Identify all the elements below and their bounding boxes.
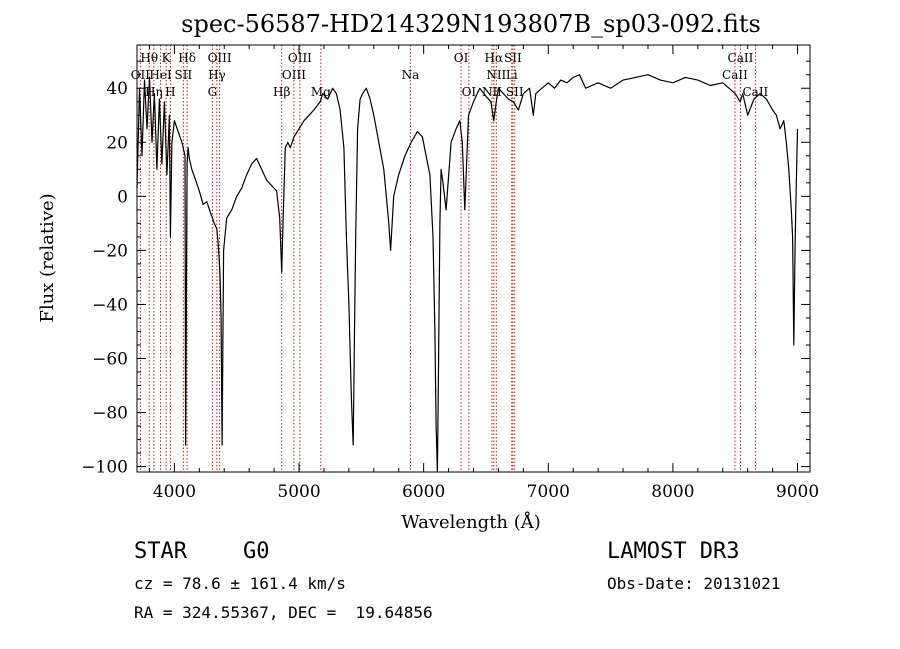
obs-date-text: Obs-Date: 20131021 [607,574,781,593]
line-marker-labels: OIIHθHηHeIKHSIIHδGHγOIIIHβOIIIOIIIMgNaOI… [131,51,769,99]
survey-name: LAMOST DR3 [607,539,740,564]
x-tick-label: 5000 [277,482,320,502]
line-marker-label: G [208,85,218,99]
line-marker-label: Na [402,68,420,82]
line-marker-label: OIII [208,51,232,65]
line-marker-label: Hθ [140,51,158,65]
line-marker-label: OI [462,85,477,99]
line-markers [139,45,756,472]
y-tick-label: 0 [117,187,128,207]
line-marker-label: NII [486,68,506,82]
line-marker-label: K [162,51,172,65]
y-tick-label: −40 [92,295,128,315]
line-marker-label: CaII [722,68,748,82]
line-marker-label: Li [506,68,518,82]
redshift-text: cz = 78.6 ± 161.4 km/s [134,574,346,593]
line-marker-label: Hγ [208,68,226,82]
line-marker-label: Mg [311,85,331,99]
y-tick-label: 40 [106,79,128,99]
line-marker-label: Hδ [178,51,196,65]
line-marker-label: Hα [485,51,504,65]
x-tick-label: 6000 [402,482,445,502]
y-tick-label: −80 [92,404,128,424]
x-axis-label: Wavelength (Å) [401,511,541,533]
line-marker-label: OI [454,51,469,65]
x-tick-label: 8000 [651,482,694,502]
x-tick-label: 9000 [776,482,819,502]
line-marker-label: SII [506,85,524,99]
coordinates-text: RA = 324.55367, DEC = 19.64856 [134,603,433,622]
line-marker-label: OIII [282,68,306,82]
y-tick-label: −60 [92,349,128,369]
x-tick-label: 4000 [153,482,196,502]
y-tick-label: 20 [106,133,128,153]
line-marker-label: NII [482,85,502,99]
object-class: STAR [134,539,187,564]
x-axis-ticks: 4000 5000 6000 7000 8000 9000 [148,45,819,502]
line-marker-label: SII [504,51,522,65]
object-subclass: G0 [243,539,270,564]
y-tick-label: −100 [81,458,128,478]
y-tick-label: −20 [92,241,128,261]
line-marker-label: CaII [728,51,754,65]
plot-frame [136,44,811,473]
line-marker-label: Hβ [273,85,290,99]
chart-title: spec-56587-HD214329N193807B_sp03-092.fit… [181,10,761,38]
x-tick-label: 7000 [527,482,570,502]
line-marker-label: HeI [149,68,172,82]
y-axis-label: Flux (relative) [37,193,58,322]
line-marker-label: H [165,85,175,99]
y-axis-ticks: −100 −80 −60 −40 −20 0 20 40 [81,60,810,478]
line-marker-label: OIII [288,51,312,65]
line-marker-label: SII [175,68,193,82]
spectrum-line [136,74,799,473]
